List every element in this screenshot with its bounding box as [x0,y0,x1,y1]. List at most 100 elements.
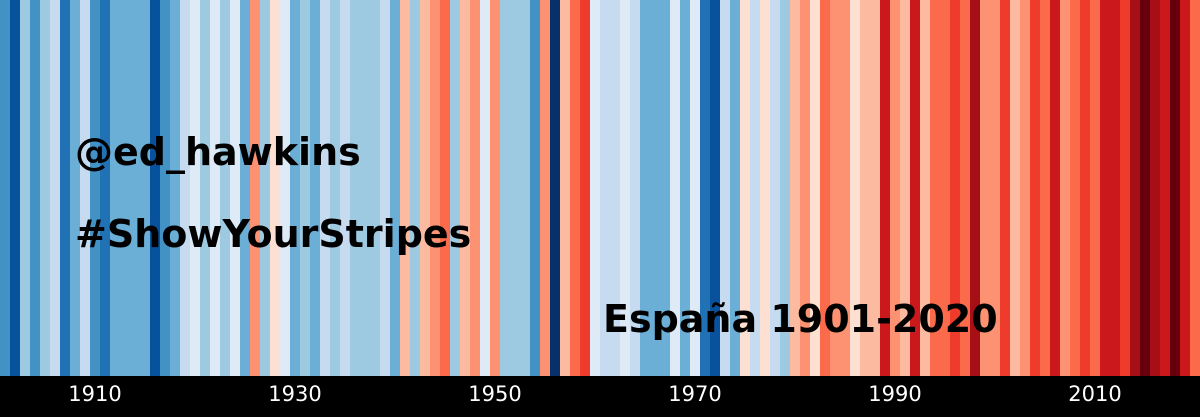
stripe-2005 [1040,0,1051,376]
stripe-1947 [460,0,471,376]
stripe-1967 [660,0,671,376]
stripe-1921 [200,0,211,376]
stripe-1946 [450,0,461,376]
stripe-1913 [120,0,131,376]
stripe-2004 [1030,0,1041,376]
x-axis-band: 1910 1930 1950 1970 1990 2010 [0,376,1200,417]
stripe-1935 [340,0,351,376]
stripe-1977 [760,0,771,376]
stripe-1914 [130,0,141,376]
region-year-label: España 1901-2020 [603,297,998,341]
stripe-1981 [800,0,811,376]
stripe-1938 [370,0,381,376]
stripe-1971 [700,0,711,376]
stripe-1959 [580,0,591,376]
stripe-1987 [860,0,871,376]
stripe-1920 [190,0,201,376]
stripe-1927 [260,0,271,376]
stripe-2014 [1130,0,1141,376]
author-handle: @ed_hawkins [75,130,361,174]
stripe-1950 [490,0,501,376]
stripe-1925 [240,0,251,376]
stripe-1936 [350,0,361,376]
stripe-1941 [400,0,411,376]
x-tick-label: 1910 [68,382,122,406]
stripe-1912 [110,0,121,376]
stripe-1915 [140,0,151,376]
stripe-1919 [180,0,191,376]
stripe-1911 [100,0,111,376]
stripe-1952 [510,0,521,376]
x-tick-label: 1970 [668,382,722,406]
stripe-1951 [500,0,511,376]
stripe-1939 [380,0,391,376]
stripe-2007 [1060,0,1071,376]
stripe-1926 [250,0,261,376]
stripe-2012 [1110,0,1121,376]
campaign-hashtag: #ShowYourStripes [75,212,472,256]
stripe-1984 [830,0,841,376]
warming-stripes-chart [0,0,1200,376]
stripe-1956 [550,0,561,376]
stripe-1922 [210,0,221,376]
stripe-1968 [670,0,681,376]
stripe-1930 [290,0,301,376]
stripe-1916 [150,0,161,376]
stripe-1963 [620,0,631,376]
stripe-1962 [610,0,621,376]
stripe-1904 [30,0,41,376]
stripe-1980 [790,0,801,376]
stripe-1973 [720,0,731,376]
stripe-1929 [280,0,291,376]
stripe-1996 [950,0,961,376]
stripe-1989 [880,0,891,376]
stripe-1910 [90,0,101,376]
stripe-1982 [810,0,821,376]
stripe-2019 [1180,0,1191,376]
stripe-1976 [750,0,761,376]
stripe-2015 [1140,0,1151,376]
stripe-1905 [40,0,51,376]
stripe-1979 [780,0,791,376]
x-tick-label: 1990 [868,382,922,406]
stripe-1942 [410,0,421,376]
stripe-1993 [920,0,931,376]
stripe-2002 [1010,0,1021,376]
stripe-1965 [640,0,651,376]
stripe-1992 [910,0,921,376]
stripe-1998 [970,0,981,376]
stripe-1909 [80,0,91,376]
stripe-1969 [680,0,691,376]
stripe-1901 [0,0,11,376]
x-tick-label: 1950 [468,382,522,406]
stripe-2020 [1190,0,1200,376]
stripe-1923 [220,0,231,376]
stripe-1957 [560,0,571,376]
stripe-1953 [520,0,531,376]
stripe-2017 [1160,0,1171,376]
stripe-1994 [930,0,941,376]
stripe-1908 [70,0,81,376]
stripe-2009 [1080,0,1091,376]
stripe-1983 [820,0,831,376]
stripe-1949 [480,0,491,376]
stripe-1907 [60,0,71,376]
stripe-2011 [1100,0,1111,376]
stripe-1991 [900,0,911,376]
stripe-1934 [330,0,341,376]
stripe-1937 [360,0,371,376]
stripe-1974 [730,0,741,376]
stripe-1955 [540,0,551,376]
stripe-1970 [690,0,701,376]
stripe-1997 [960,0,971,376]
stripe-1928 [270,0,281,376]
stripe-2001 [1000,0,1011,376]
stripe-2010 [1090,0,1101,376]
stripe-1995 [940,0,951,376]
stripe-1966 [650,0,661,376]
stripe-2006 [1050,0,1061,376]
stripe-1917 [160,0,171,376]
stripe-1990 [890,0,901,376]
stripe-1988 [870,0,881,376]
stripe-2008 [1070,0,1081,376]
